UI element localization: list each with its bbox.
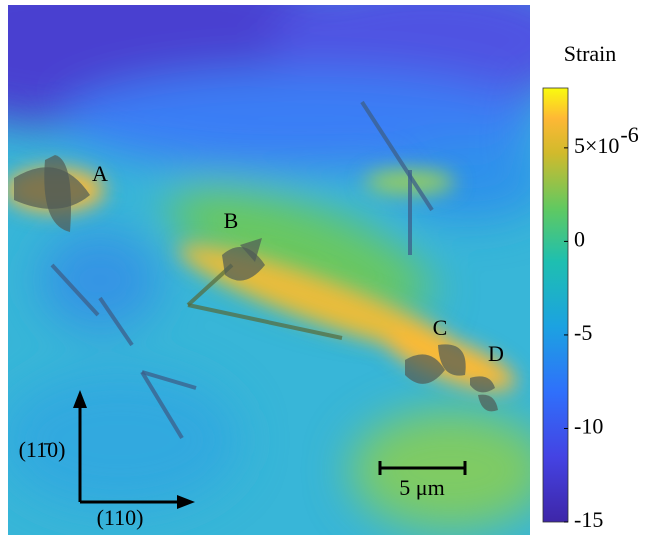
colorbar-tick-label: -10 bbox=[574, 414, 603, 439]
scale-bar bbox=[378, 461, 467, 475]
axis-label-vertical: (11̄0) bbox=[19, 437, 66, 462]
scale-bar-label: 5 μm bbox=[399, 475, 444, 500]
colorbar-exponent: -6 bbox=[620, 122, 638, 147]
label-d: D bbox=[488, 341, 504, 366]
label-a: A bbox=[92, 161, 108, 186]
colorbar-tick-label: -5 bbox=[574, 320, 592, 345]
strain-map bbox=[8, 5, 530, 535]
axis-label-horizontal: (110) bbox=[97, 505, 144, 530]
label-b: B bbox=[224, 208, 239, 233]
colorbar bbox=[542, 87, 569, 523]
colorbar-label: Strain bbox=[564, 41, 617, 66]
colorbar-tick-label: 5×10 bbox=[574, 133, 619, 158]
colorbar-tick-label: 0 bbox=[574, 226, 585, 251]
colorbar-tick-label: -15 bbox=[574, 507, 603, 532]
axes-arrows bbox=[78, 400, 182, 504]
label-c: C bbox=[433, 315, 448, 340]
